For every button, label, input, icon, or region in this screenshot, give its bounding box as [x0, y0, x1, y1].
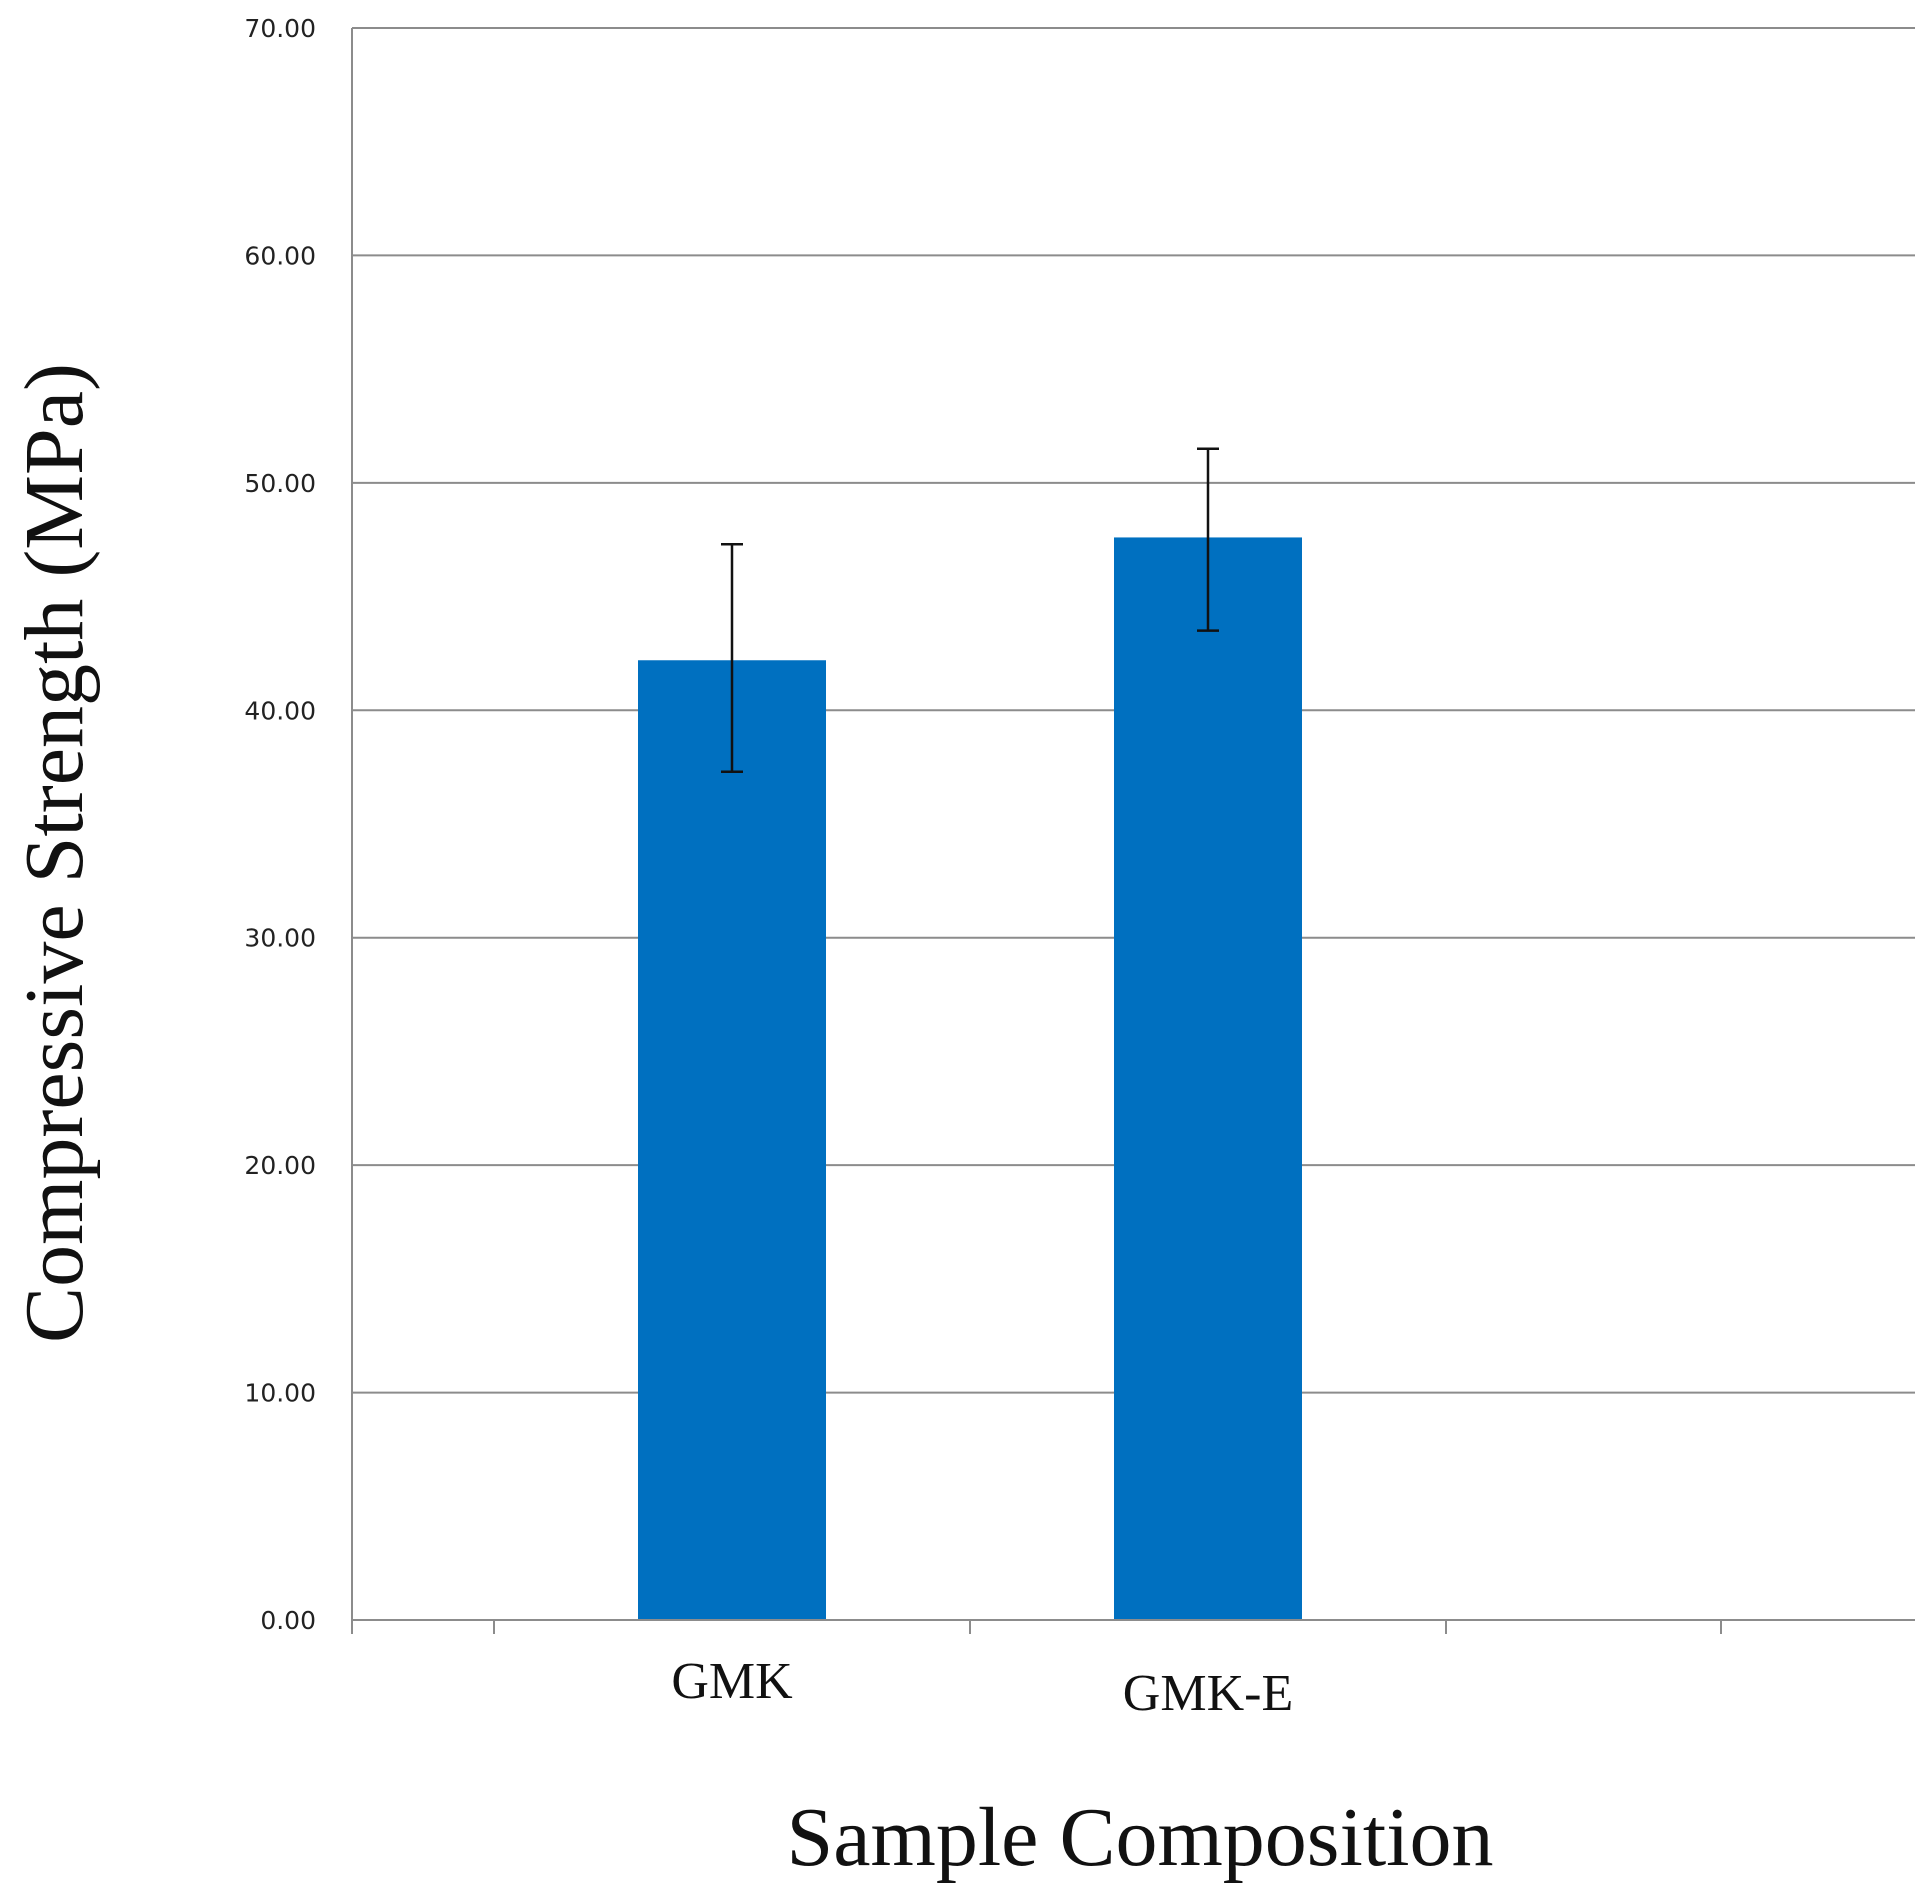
y-tick-label: 10.00 — [244, 1379, 316, 1408]
y-tick-label: 40.00 — [244, 696, 316, 725]
y-tick-label: 60.00 — [244, 241, 316, 270]
y-tick-label: 0.00 — [260, 1606, 316, 1635]
x-category-label: GMK — [671, 1653, 793, 1710]
y-tick-label: 70.00 — [244, 14, 316, 43]
y-tick-label: 20.00 — [244, 1151, 316, 1180]
bar-gmk — [638, 660, 826, 1620]
y-tick-labels: 0.00 10.00 20.00 30.00 40.00 50.00 60.00 70.00 — [244, 14, 316, 1635]
error-bars — [721, 447, 1219, 773]
x-axis-title: Sample Composition — [786, 1791, 1493, 1884]
x-category-label: GMK-E — [1123, 1665, 1293, 1722]
bars — [638, 537, 1302, 1621]
y-tick-label: 50.00 — [244, 469, 316, 498]
x-category-labels: GMK GMK-E — [671, 1653, 1293, 1722]
axes — [351, 28, 1915, 1634]
y-axis-title: Compressive Strength (MPa) — [8, 363, 101, 1343]
y-tick-label: 30.00 — [244, 924, 316, 953]
bar-gmk-e — [1114, 537, 1302, 1621]
